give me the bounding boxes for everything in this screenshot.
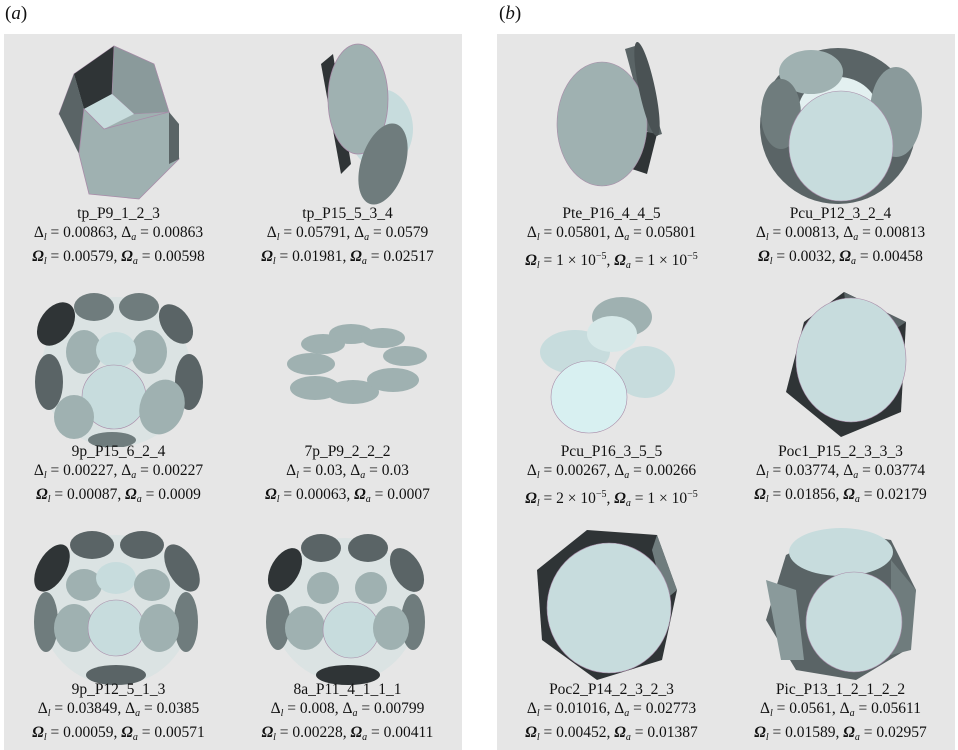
- panel-a: tp_P9_1_2_3 Δl = 0.00863, Δa = 0.00863 Ω…: [4, 34, 462, 750]
- polyhedron-pic-p13-1-2-1-2-2: [766, 528, 916, 680]
- caption: Poc2_P14_2_3_2_3 Δl = 0.01016, Δa = 0.02…: [497, 680, 726, 747]
- caption: tp_P9_1_2_3 Δl = 0.00863, Δa = 0.00863 Ω…: [4, 204, 233, 271]
- figure-cell: 9p_P15_6_2_4 Δl = 0.00227, Δa = 0.00227 …: [4, 272, 233, 510]
- caption: 8a_P11_4_1_1_1 Δl = 0.008, Δa = 0.00799 …: [233, 680, 462, 747]
- figure-name: Pte_P16_4_4_5: [562, 205, 661, 222]
- figure-cell: 9p_P12_5_1_3 Δl = 0.03849, Δa = 0.0385 Ω…: [4, 510, 233, 748]
- caption: Pcu_P12_3_2_4 Δl = 0.00813, Δa = 0.00813…: [726, 204, 955, 271]
- caption: Pic_P13_1_2_1_2_2 Δl = 0.0561, Δa = 0.05…: [726, 680, 955, 747]
- figure-cell: Pcu_P12_3_2_4 Δl = 0.00813, Δa = 0.00813…: [726, 34, 955, 272]
- polyhedron-9p-p12-5-1-3: [34, 531, 200, 685]
- caption: tp_P15_5_3_4 Δl = 0.05791, Δa = 0.0579 Ω…: [233, 204, 462, 271]
- figure-name: Pic_P13_1_2_1_2_2: [775, 681, 906, 698]
- figure-cell: tp_P15_5_3_4 Δl = 0.05791, Δa = 0.0579 Ω…: [233, 34, 462, 272]
- figure-name: Poc2_P14_2_3_2_3: [549, 681, 674, 698]
- caption: 9p_P15_6_2_4 Δl = 0.00227, Δa = 0.00227 …: [4, 442, 233, 509]
- caption: 9p_P12_5_1_3 Δl = 0.03849, Δa = 0.0385 Ω…: [4, 680, 233, 747]
- caption: 7p_P9_2_2_2 Δl = 0.03, Δa = 0.03 Ωl = 0.…: [233, 442, 462, 509]
- polyhedron-pcu-p16-3-5-5: [540, 297, 675, 434]
- figure-name: Pcu_P12_3_2_4: [789, 205, 892, 222]
- caption: Pcu_P16_3_5_5 Δl = 0.00267, Δa = 0.00266…: [497, 442, 726, 513]
- figure-cell: Pte_P16_4_4_5 Δl = 0.05801, Δa = 0.05801…: [497, 34, 726, 272]
- figure-cell: Pcu_P16_3_5_5 Δl = 0.00267, Δa = 0.00266…: [497, 272, 726, 510]
- polyhedron-pte-p16-4-4-5: [556, 42, 662, 187]
- polyhedron-7p-p9-2-2-2: [287, 324, 427, 404]
- figure-name: 8a_P11_4_1_1_1: [293, 681, 402, 698]
- figure-cell: Pic_P13_1_2_1_2_2 Δl = 0.0561, Δa = 0.05…: [726, 510, 955, 748]
- figure-name: tp_P15_5_3_4: [302, 205, 393, 222]
- figure-name: 9p_P12_5_1_3: [71, 681, 166, 698]
- polyhedron-9p-p15-6-2-4: [35, 293, 203, 447]
- figure-cell: Poc1_P15_2_3_3_3 Δl = 0.03774, Δa = 0.03…: [726, 272, 955, 510]
- figure-cell: 7p_P9_2_2_2 Δl = 0.03, Δa = 0.03 Ωl = 0.…: [233, 272, 462, 510]
- figure-name: 9p_P15_6_2_4: [71, 443, 166, 460]
- figure-name: tp_P9_1_2_3: [77, 205, 160, 222]
- polyhedron-tp-p15-5-3-4: [321, 43, 413, 205]
- figure-cell: Poc2_P14_2_3_2_3 Δl = 0.01016, Δa = 0.02…: [497, 510, 726, 748]
- polyhedron-pcu-p12-3-2-4: [760, 48, 922, 204]
- figure-name: 7p_P9_2_2_2: [304, 443, 391, 460]
- caption: Pte_P16_4_4_5 Δl = 0.05801, Δa = 0.05801…: [497, 204, 726, 275]
- figure-name: Poc1_P15_2_3_3_3: [778, 443, 903, 460]
- figure-cell: tp_P9_1_2_3 Δl = 0.00863, Δa = 0.00863 Ω…: [4, 34, 233, 272]
- panel-b: Pte_P16_4_4_5 Δl = 0.05801, Δa = 0.05801…: [497, 34, 955, 750]
- polyhedron-8a-p11-4-1-1-1: [266, 534, 425, 685]
- figure-name: Pcu_P16_3_5_5: [560, 443, 663, 460]
- figure-cell: 8a_P11_4_1_1_1 Δl = 0.008, Δa = 0.00799 …: [233, 510, 462, 748]
- panel-label-a: (a): [5, 3, 28, 24]
- polyhedron-tp-p9-1-2-3: [58, 45, 180, 200]
- caption: Poc1_P15_2_3_3_3 Δl = 0.03774, Δa = 0.03…: [726, 442, 955, 509]
- panel-label-b: (b): [499, 3, 522, 24]
- polyhedron-poc2-p14-2-3-2-3: [537, 530, 677, 680]
- polyhedron-poc1-p15-2-3-3-3: [786, 292, 907, 437]
